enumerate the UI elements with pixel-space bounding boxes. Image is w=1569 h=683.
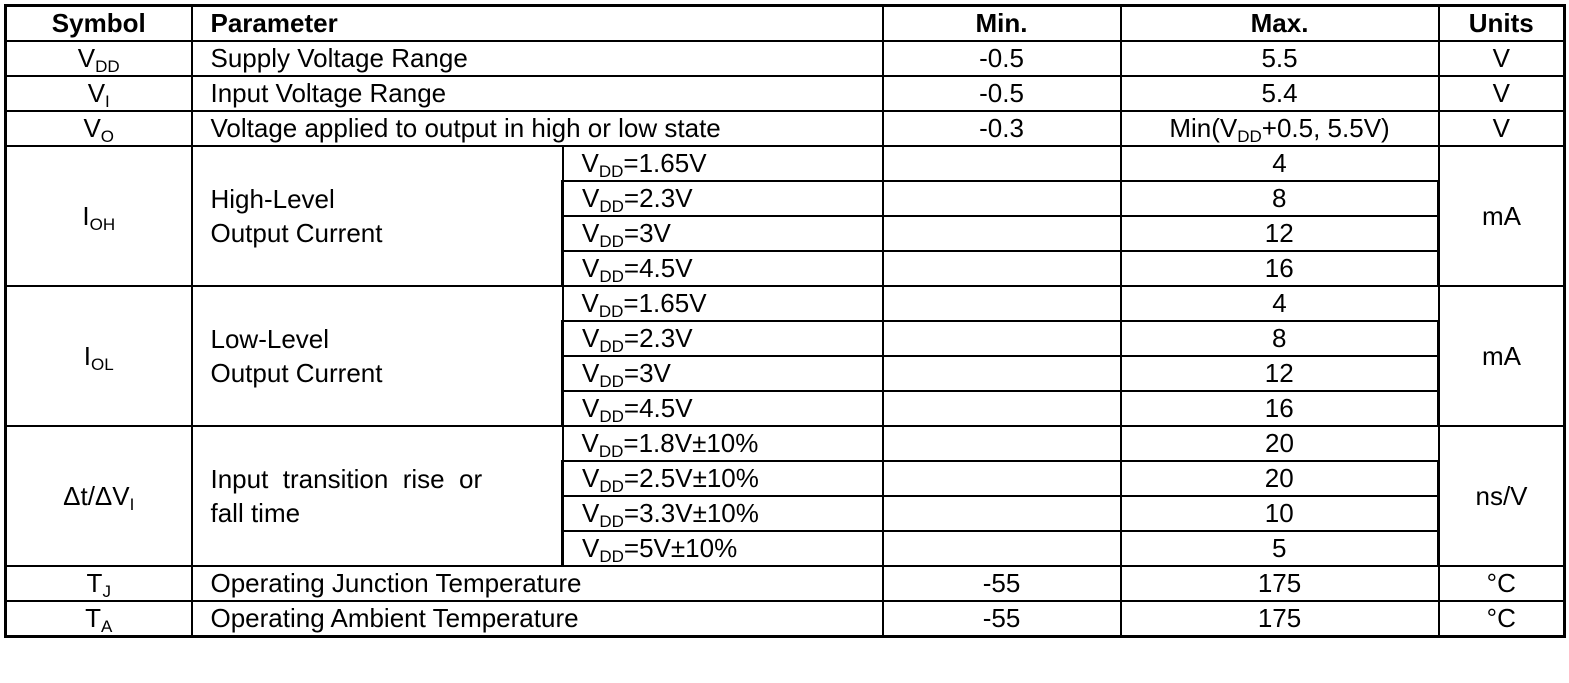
parameter-cell: Supply Voltage Range — [190, 40, 884, 77]
parameter-cell: High-Level Output Current — [190, 145, 564, 287]
max-cell: 5.5 — [1119, 40, 1440, 77]
min-cell — [881, 495, 1122, 532]
max-cell: 12 — [1119, 355, 1441, 392]
max-cell: 16 — [1119, 390, 1441, 427]
table-row: VDD=2.3V 8 — [6, 320, 1565, 357]
symbol-cell: TJ — [4, 565, 193, 602]
parameter-cell: Voltage applied to output in high or low… — [190, 110, 884, 147]
max-cell: 5 — [1119, 530, 1441, 567]
table-row: Δt/ΔVI Input transition rise or fall time… — [4, 425, 1567, 567]
max-cell: 20 — [1119, 460, 1441, 497]
table-row: VDD=3V 12 — [6, 215, 1565, 252]
table-row: VDD=5V±10% 5 — [6, 530, 1565, 567]
table-row: VDD Supply Voltage Range -0.5 5.5 V — [4, 40, 1567, 77]
min-cell — [881, 530, 1122, 567]
min-cell — [881, 425, 1122, 462]
table-row: VO Voltage applied to output in high or … — [4, 110, 1567, 147]
min-cell — [881, 355, 1122, 392]
header-parameter: Parameter — [190, 4, 884, 42]
condition-cell: VDD=1.65V — [561, 145, 884, 182]
unit-cell: V — [1437, 110, 1567, 147]
symbol-cell: IOH — [4, 145, 193, 287]
min-cell — [881, 390, 1122, 427]
min-cell — [881, 320, 1122, 357]
min-cell — [881, 215, 1122, 252]
symbol-cell: VI — [4, 75, 193, 112]
unit-cell: V — [1437, 40, 1567, 77]
max-cell: 8 — [1119, 320, 1441, 357]
parameter-cell: Input Voltage Range — [190, 75, 884, 112]
symbol-cell: VO — [4, 110, 193, 147]
unit-cell: °C — [1437, 565, 1567, 602]
condition-cell: VDD=2.3V — [560, 180, 884, 217]
max-cell: 20 — [1119, 425, 1440, 462]
symbol-cell: VDD — [4, 40, 193, 77]
header-max: Max. — [1119, 4, 1440, 42]
max-cell: Min(VDD+0.5, 5.5V) — [1119, 110, 1440, 147]
min-cell: -0.5 — [881, 75, 1122, 112]
table-row: IOL Low-Level Output Current VDD=1.65V 4 … — [4, 285, 1567, 427]
table-row: TJ Operating Junction Temperature -55 17… — [4, 565, 1567, 602]
max-cell: 5.4 — [1119, 75, 1440, 112]
table-row: VI Input Voltage Range -0.5 5.4 V — [4, 75, 1567, 112]
min-cell — [881, 145, 1122, 182]
parameter-cell: Low-Level Output Current — [190, 285, 564, 427]
table-header-row: Symbol Parameter Min. Max. Units — [4, 4, 1567, 42]
table-row: VDD=3.3V±10% 10 — [6, 495, 1565, 532]
unit-cell: ns/V — [1437, 425, 1567, 567]
condition-cell: VDD=3.3V±10% — [560, 495, 884, 532]
parameter-cell: Operating Junction Temperature — [190, 565, 884, 602]
max-cell: 12 — [1119, 215, 1441, 252]
min-cell — [881, 460, 1122, 497]
symbol-cell: TA — [4, 600, 193, 638]
condition-cell: VDD=1.65V — [561, 285, 884, 322]
symbol-cell: IOL — [4, 285, 193, 427]
unit-cell: mA — [1437, 285, 1567, 427]
header-min: Min. — [881, 4, 1122, 42]
max-cell: 8 — [1119, 180, 1441, 217]
max-cell: 16 — [1119, 250, 1441, 287]
max-cell: 175 — [1119, 565, 1440, 602]
parameter-cell: Operating Ambient Temperature — [190, 600, 884, 638]
min-cell — [881, 285, 1122, 322]
unit-cell: mA — [1437, 145, 1567, 287]
max-cell: 4 — [1119, 285, 1440, 322]
condition-cell: VDD=1.8V±10% — [561, 425, 884, 462]
header-units: Units — [1437, 4, 1567, 42]
table-row: VDD=2.5V±10% 20 — [6, 460, 1565, 497]
table-row: VDD=4.5V 16 — [6, 390, 1565, 427]
max-cell: 10 — [1119, 495, 1441, 532]
symbol-cell: Δt/ΔVI — [4, 425, 193, 567]
condition-cell: VDD=5V±10% — [560, 530, 884, 567]
ratings-table: Symbol Parameter Min. Max. Units VDD Sup… — [4, 4, 1567, 638]
max-cell: 175 — [1119, 600, 1440, 638]
condition-cell: VDD=3V — [560, 215, 884, 252]
header-symbol: Symbol — [4, 4, 193, 42]
condition-cell: VDD=2.3V — [560, 320, 884, 357]
condition-cell: VDD=4.5V — [560, 250, 884, 287]
max-cell: 4 — [1119, 145, 1440, 182]
table-row: TA Operating Ambient Temperature -55 175… — [4, 600, 1567, 638]
condition-cell: VDD=4.5V — [560, 390, 884, 427]
unit-cell: V — [1437, 75, 1567, 112]
table-row: VDD=2.3V 8 — [6, 180, 1565, 217]
table-row: VDD=3V 12 — [6, 355, 1565, 392]
table-row: VDD=4.5V 16 — [6, 250, 1565, 287]
min-cell: -0.5 — [881, 40, 1122, 77]
parameter-cell: Input transition rise or fall time — [190, 425, 564, 567]
table-row: IOH High-Level Output Current VDD=1.65V 4… — [4, 145, 1567, 287]
unit-cell: °C — [1437, 600, 1567, 638]
min-cell: -0.3 — [881, 110, 1122, 147]
min-cell — [881, 180, 1122, 217]
min-cell: -55 — [881, 600, 1122, 638]
condition-cell: VDD=3V — [560, 355, 884, 392]
min-cell: -55 — [881, 565, 1122, 602]
min-cell — [881, 250, 1122, 287]
condition-cell: VDD=2.5V±10% — [560, 460, 884, 497]
